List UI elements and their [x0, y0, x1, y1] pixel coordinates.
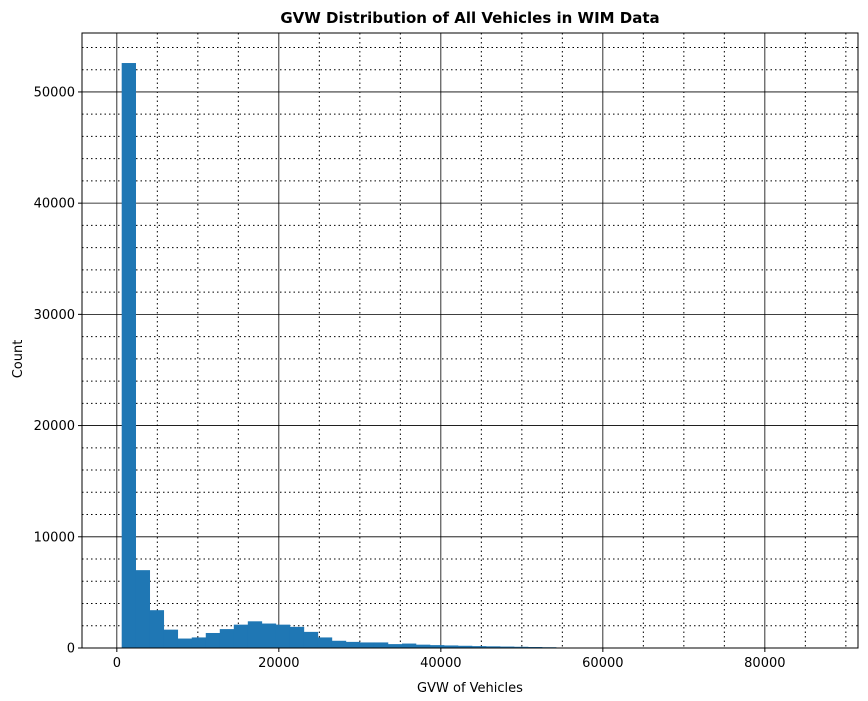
histogram-bar: [205, 632, 221, 648]
histogram-bar: [149, 610, 165, 648]
axes-layer: [78, 32, 859, 652]
histogram-bar: [500, 646, 515, 648]
y-tick-label: 50000: [34, 85, 75, 100]
x-tick-label: 80000: [744, 656, 785, 671]
x-tick-label: 40000: [420, 656, 461, 671]
x-tick-label: 0: [113, 656, 121, 671]
y-tick-label: 20000: [34, 419, 75, 434]
histogram-bar: [443, 645, 459, 648]
y-tick-label: 40000: [34, 197, 75, 212]
histogram-bar: [121, 63, 137, 649]
histogram-bar: [261, 623, 277, 648]
x-tick-label: 20000: [258, 656, 299, 671]
chart-title: GVW Distribution of All Vehicles in WIM …: [280, 9, 659, 27]
histogram-bar: [163, 629, 179, 648]
histogram-bar: [458, 645, 473, 648]
histogram-bar: [275, 624, 291, 648]
histogram-bar: [401, 643, 417, 648]
y-tick-label: 10000: [34, 530, 75, 545]
histogram-bar: [387, 644, 403, 648]
histogram-bar: [514, 646, 529, 648]
histogram-bar: [331, 640, 347, 648]
histogram-bar: [247, 621, 263, 648]
y-tick-label: 0: [67, 642, 75, 657]
x-axis-label: GVW of Vehicles: [417, 681, 523, 696]
histogram-bar: [528, 646, 543, 648]
x-tick-label: 60000: [582, 656, 623, 671]
histogram-bar: [345, 641, 361, 648]
histogram-bar: [303, 631, 319, 648]
histogram-bar: [373, 642, 389, 648]
histogram-bar: [191, 637, 207, 648]
histogram-bar: [429, 645, 445, 648]
y-tick-label: 30000: [34, 308, 75, 323]
histogram-bar: [359, 642, 375, 648]
bars-layer: [121, 63, 823, 649]
plot-frame: [81, 32, 859, 649]
histogram-bar: [415, 644, 431, 648]
histogram-bar: [177, 638, 193, 648]
histogram-bar: [289, 626, 305, 648]
tick-labels-layer: 0 20000 40000 60000 80000 0 10000 20000 30000 400…: [34, 85, 786, 671]
histogram-bar: [472, 646, 487, 648]
y-axis-label: Count: [11, 340, 26, 379]
histogram-bar: [233, 624, 249, 648]
histogram-bar: [317, 637, 333, 648]
histogram-bar: [486, 646, 501, 648]
histogram-bar: [219, 629, 235, 648]
histogram-bar: [135, 570, 151, 648]
grid-layer: [82, 33, 858, 648]
